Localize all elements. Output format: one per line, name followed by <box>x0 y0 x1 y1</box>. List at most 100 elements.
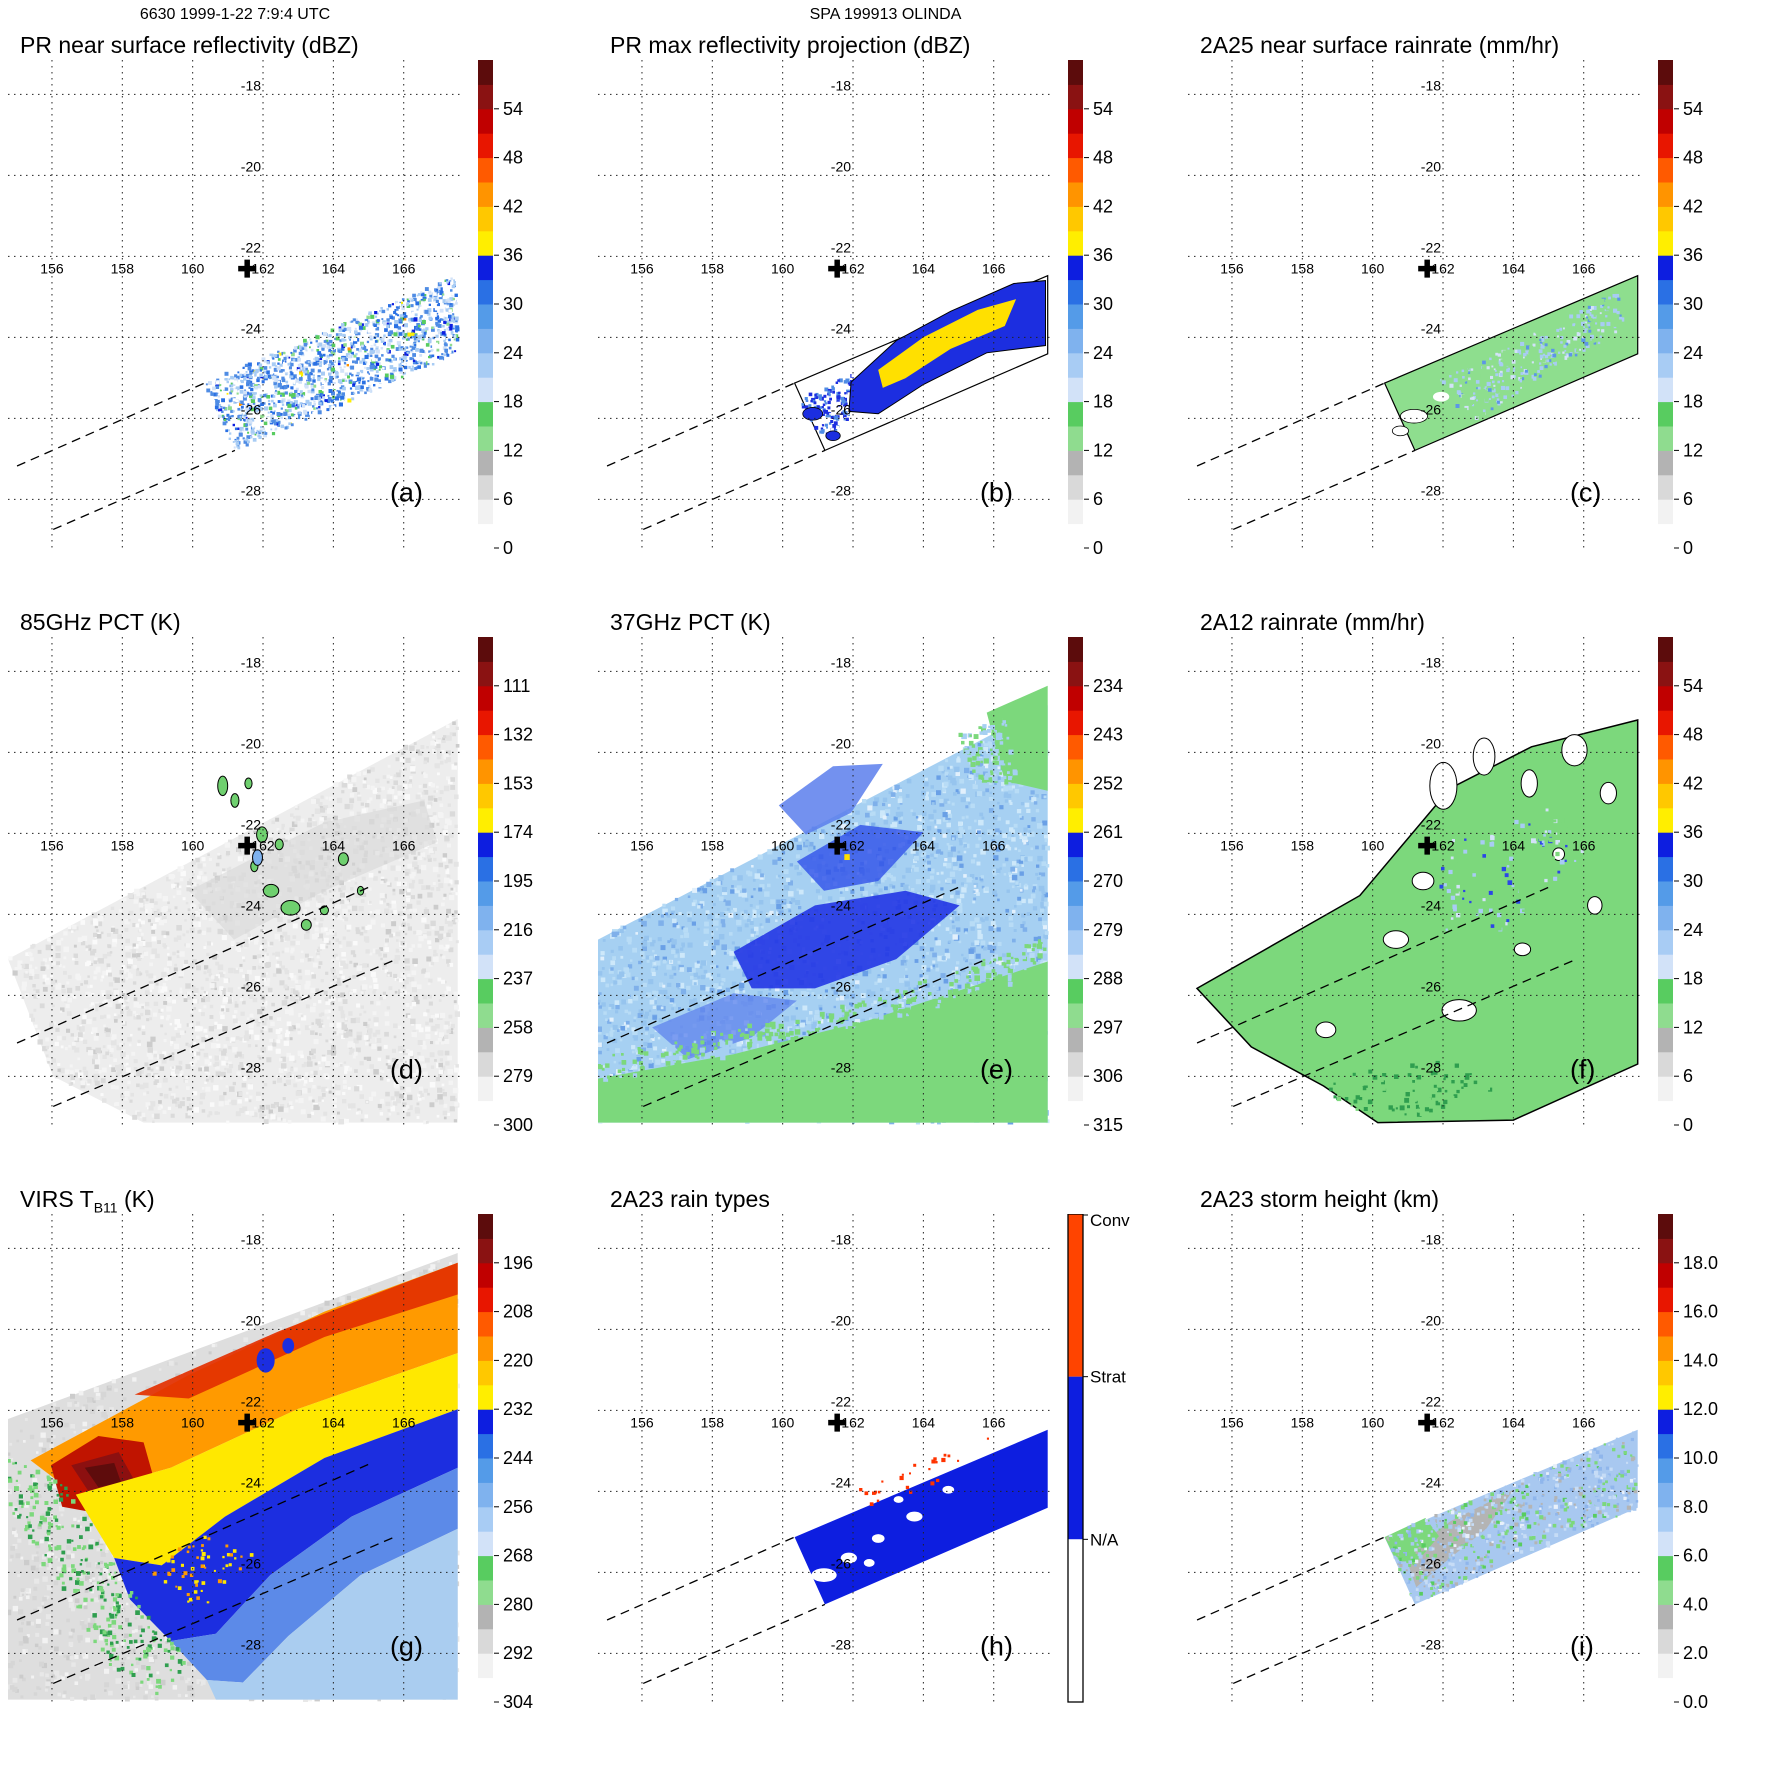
lat-tick-label: -24 <box>831 897 851 913</box>
swath-edge-dashed-line <box>16 1463 370 1621</box>
panel-b-letter: (b) <box>980 478 1013 508</box>
colorbar-label: Strat <box>1090 1368 1126 1387</box>
lat-tick-label: -26 <box>241 978 261 994</box>
panel-h-colorbar: Conv Strat N/A <box>1067 1214 1130 1703</box>
colorbar-tick-label: 243 <box>1093 725 1123 745</box>
storm-center-cross-marker <box>238 836 257 855</box>
colorbar-tick-label: 234 <box>1093 676 1123 696</box>
lon-tick-label: 160 <box>771 1414 795 1430</box>
colorbar-tick-label: 0 <box>1093 538 1103 558</box>
colorbar-tick-label: 42 <box>1683 196 1703 216</box>
colorbar-tick-label: 256 <box>503 1497 533 1517</box>
colorbar-tick-label: 54 <box>503 99 523 119</box>
lon-tick-label: 158 <box>701 260 725 276</box>
panel-c-colorbar: 0 6 12 18 24 30 36 42 48 54 <box>1658 60 1703 558</box>
lat-tick-label: -18 <box>1421 77 1441 93</box>
swath-edge-dashed-line <box>1232 958 1577 1108</box>
lat-tick-label: -28 <box>831 1059 851 1075</box>
colorbar-tick-label: 30 <box>1093 294 1113 314</box>
lon-tick-label: 164 <box>912 260 936 276</box>
panel-i-letter: (i) <box>1570 1632 1594 1662</box>
panel-d: 85GHz PCT (K) 156 158 160 162 164 166 -18 -20 -22… <box>4 603 590 1177</box>
panel-a: PR near surface reflectivity (dBZ) 156 158… <box>4 26 590 600</box>
swath-edge-dashed-line <box>642 449 826 531</box>
lon-tick-label: 162 <box>1431 1414 1455 1430</box>
colorbar-tick-label: 36 <box>503 245 523 265</box>
panel-b: PR max reflectivity projection (dBZ) 156 1… <box>594 26 1180 600</box>
lon-tick-label: 156 <box>630 1414 654 1430</box>
lon-tick-label: 164 <box>1502 260 1526 276</box>
lon-tick-label: 164 <box>912 837 936 853</box>
panel-g-title: VIRS TB11 (K) <box>20 1186 155 1216</box>
lat-tick-label: -20 <box>1421 158 1441 174</box>
storm-center-cross-marker <box>1418 836 1437 855</box>
panel-d-map: 156 158 160 162 164 166 -18 -20 -22 -24 -26 -28 (d) <box>8 637 460 1125</box>
panel-g-map: 156 158 160 162 164 166 -18 -20 -22 -24 -26 -28 (g) <box>8 1214 460 1702</box>
lon-tick-label: 156 <box>1220 837 1244 853</box>
panel-f-colorbar: 0 6 12 18 24 30 36 42 48 54 <box>1658 637 1703 1135</box>
panel-h: 2A23 rain types 156 158 160 162 164 166 -18 -20 -… <box>594 1180 1180 1754</box>
lon-tick-label: 162 <box>251 837 275 853</box>
colorbar-tick-label: 280 <box>503 1594 533 1614</box>
lon-tick-label: 158 <box>111 1414 135 1430</box>
lon-tick-label: 160 <box>1361 260 1385 276</box>
colorbar-tick-label: 12 <box>1683 1017 1703 1037</box>
lat-tick-label: -22 <box>241 816 261 832</box>
lat-tick-label: -26 <box>241 1555 261 1571</box>
colorbar-tick-label: 6 <box>1683 489 1693 509</box>
panel-d-letter: (d) <box>390 1055 423 1085</box>
lat-tick-label: -28 <box>1421 1059 1441 1075</box>
colorbar-tick-label: 174 <box>503 822 533 842</box>
lon-tick-label: 166 <box>1572 1414 1596 1430</box>
lat-tick-label: -20 <box>1421 735 1441 751</box>
swath-edge-dashed-line <box>1232 449 1416 531</box>
panel-f: 2A12 rainrate (mm/hr) 156 158 160 162 164 166 -… <box>1184 603 1770 1177</box>
lon-tick-label: 160 <box>181 1414 205 1430</box>
colorbar-tick-label: 36 <box>1683 245 1703 265</box>
colorbar-tick-label: 292 <box>503 1643 533 1663</box>
lon-tick-label: 166 <box>392 260 416 276</box>
panel-i-title: 2A23 storm height (km) <box>1200 1186 1440 1212</box>
lon-tick-label: 156 <box>1220 260 1244 276</box>
lat-tick-label: -24 <box>1421 1474 1441 1490</box>
lat-tick-label: -18 <box>1421 654 1441 670</box>
colorbar-tick-label: 4.0 <box>1683 1594 1708 1614</box>
colorbar-tick-label: 8.0 <box>1683 1497 1708 1517</box>
lat-tick-label: -22 <box>831 1393 851 1409</box>
colorbar-tick-label: 10.0 <box>1683 1448 1718 1468</box>
swath-edge-dashed-line <box>1196 886 1550 1044</box>
lat-tick-label: -20 <box>831 158 851 174</box>
colorbar-tick-label: 268 <box>503 1546 533 1566</box>
panel-b-title: PR max reflectivity projection (dBZ) <box>610 32 971 58</box>
panel-f-title: 2A12 rainrate (mm/hr) <box>1200 609 1425 635</box>
colorbar-tick-label: 24 <box>1093 343 1113 363</box>
colorbar-tick-label: 48 <box>1683 148 1703 168</box>
lat-tick-label: -22 <box>831 239 851 255</box>
lat-tick-label: -22 <box>1421 239 1441 255</box>
colorbar-tick-label: 42 <box>1093 196 1113 216</box>
swath-edge-dashed-line <box>16 382 205 467</box>
panel-h-map: 156 158 160 162 164 166 -18 -20 -22 -24 -26 -28 (h) <box>598 1214 1050 1702</box>
lat-tick-label: -20 <box>241 1312 261 1328</box>
lon-tick-label: 158 <box>1291 837 1315 853</box>
panel-g-colorbar: 304 292 280 268 256 244 232 220 208 196 <box>478 1214 533 1712</box>
colorbar-tick-label: 220 <box>503 1350 533 1370</box>
panel-a-colorbar: 0 6 12 18 24 30 36 42 48 54 <box>478 60 523 558</box>
colorbar-tick-label: 42 <box>503 196 523 216</box>
lat-tick-label: -18 <box>831 1231 851 1247</box>
colorbar-tick-label: 36 <box>1683 822 1703 842</box>
storm-center-cross-marker <box>1418 259 1437 278</box>
lon-tick-label: 162 <box>841 837 865 853</box>
lat-tick-label: -24 <box>241 1474 261 1490</box>
colorbar-tick-label: 54 <box>1093 99 1113 119</box>
lat-tick-label: -20 <box>831 1312 851 1328</box>
panel-title-part: (K) <box>117 1186 155 1212</box>
panel-d-title: 85GHz PCT (K) <box>20 609 181 635</box>
lon-tick-label: 156 <box>40 837 64 853</box>
colorbar-tick-label: 30 <box>1683 294 1703 314</box>
colorbar-tick-label: 18 <box>1093 392 1113 412</box>
lon-tick-label: 162 <box>251 1414 275 1430</box>
colorbar-tick-label: 279 <box>503 1066 533 1086</box>
swath-edge-dashed-line <box>52 449 236 531</box>
lon-tick-label: 164 <box>322 1414 346 1430</box>
